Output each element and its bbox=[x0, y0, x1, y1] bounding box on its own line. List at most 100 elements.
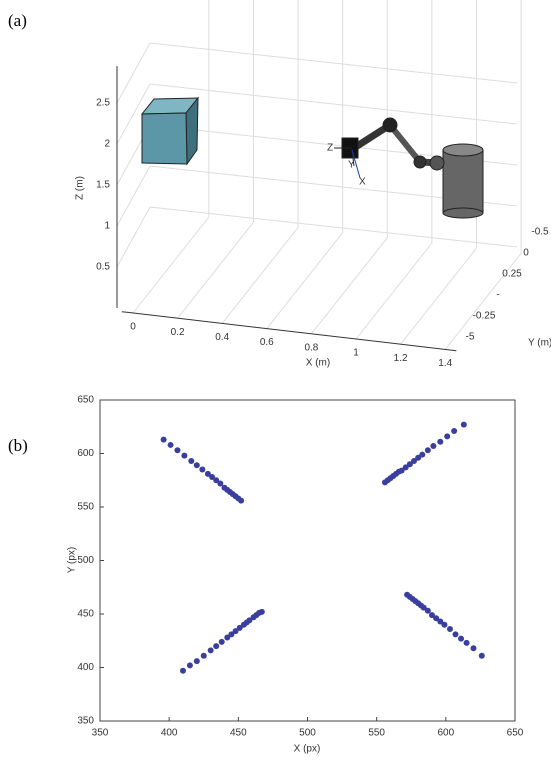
point bbox=[470, 645, 477, 652]
cylinder bbox=[442, 143, 484, 219]
point bbox=[433, 615, 440, 622]
point bbox=[406, 461, 413, 468]
grid-line bbox=[149, 206, 518, 248]
point bbox=[174, 447, 181, 454]
point bbox=[441, 621, 448, 628]
point bbox=[452, 631, 459, 638]
x-tick-label: 0.4 bbox=[215, 332, 229, 343]
y-tick-label: 350 bbox=[77, 716, 94, 727]
z-tick-label: 1 bbox=[104, 221, 110, 232]
point bbox=[232, 628, 239, 635]
grid-line bbox=[221, 227, 299, 324]
grid-line bbox=[177, 221, 254, 319]
y-tick-label: 450 bbox=[77, 609, 94, 620]
point bbox=[411, 457, 418, 464]
x-tick-label: 0.6 bbox=[260, 337, 274, 348]
x-tick-label: 450 bbox=[230, 728, 247, 739]
point bbox=[167, 441, 174, 448]
panel-label: (a) bbox=[8, 11, 27, 30]
grid-line bbox=[116, 42, 151, 104]
x-tick-label: 1.2 bbox=[394, 353, 408, 364]
point bbox=[199, 466, 206, 473]
x-axis bbox=[121, 311, 457, 352]
point bbox=[446, 625, 453, 632]
z-tick-label: 2.5 bbox=[96, 98, 110, 109]
point bbox=[460, 421, 467, 428]
grid-line bbox=[355, 242, 433, 340]
point bbox=[478, 652, 485, 659]
point bbox=[402, 464, 409, 471]
point bbox=[213, 643, 220, 650]
frame-label: Y bbox=[348, 160, 355, 171]
point bbox=[424, 447, 431, 454]
point bbox=[437, 618, 444, 625]
frame-label: Z bbox=[327, 143, 333, 154]
point bbox=[420, 604, 427, 611]
point bbox=[188, 457, 195, 464]
x-tick-label: 500 bbox=[299, 728, 316, 739]
grid-line bbox=[149, 83, 518, 125]
point bbox=[218, 638, 225, 645]
point bbox=[429, 612, 435, 619]
x-tick-label: 550 bbox=[368, 728, 385, 739]
point bbox=[246, 617, 253, 624]
grid-line bbox=[116, 165, 151, 227]
point bbox=[181, 452, 188, 459]
plot-frame bbox=[99, 399, 516, 722]
point bbox=[186, 662, 193, 669]
point bbox=[238, 497, 245, 504]
x-axis-label: X (px) bbox=[294, 744, 321, 755]
x-tick-label: 650 bbox=[507, 728, 524, 739]
y-tick-label: -0.5 bbox=[531, 227, 549, 238]
grid-line bbox=[266, 232, 344, 329]
grid-line bbox=[116, 83, 151, 145]
point bbox=[458, 635, 465, 642]
y-tick-label: 500 bbox=[77, 555, 94, 566]
point bbox=[258, 608, 265, 615]
y-tick-label: 650 bbox=[77, 395, 94, 406]
point bbox=[204, 470, 211, 477]
x-tick-label: 0 bbox=[130, 322, 136, 333]
x-tick-label: 400 bbox=[161, 728, 178, 739]
z-tick-label: 2 bbox=[104, 139, 110, 150]
y-tick-label: 400 bbox=[77, 662, 94, 673]
point bbox=[415, 454, 422, 461]
grid-line bbox=[444, 253, 522, 350]
z-axis-label: Z (m) bbox=[75, 176, 86, 200]
grid-line bbox=[116, 206, 151, 268]
frame-label: X bbox=[359, 177, 366, 188]
z-tick-label: 0.5 bbox=[96, 262, 110, 273]
point bbox=[430, 443, 437, 450]
y-tick-label: 600 bbox=[77, 448, 94, 459]
panel-label: (b) bbox=[8, 436, 28, 455]
point bbox=[236, 624, 243, 631]
point bbox=[451, 428, 458, 435]
point bbox=[160, 436, 167, 443]
grid-line bbox=[311, 237, 388, 335]
x-tick-label: 0.2 bbox=[171, 327, 185, 338]
y-tick-label: - bbox=[496, 290, 499, 301]
y-tick-label: -0.25 bbox=[473, 311, 496, 322]
x-tick-label: 600 bbox=[437, 728, 454, 739]
robot-arm bbox=[334, 117, 445, 179]
y-tick-label: 0.25 bbox=[502, 269, 522, 280]
x-tick-label: 1.4 bbox=[438, 358, 452, 369]
z-tick-label: 1.5 bbox=[96, 180, 110, 191]
point bbox=[444, 433, 451, 440]
x-tick-label: 350 bbox=[92, 728, 109, 739]
y-tick-label: 0 bbox=[523, 248, 529, 259]
point bbox=[228, 631, 235, 638]
point bbox=[209, 474, 216, 481]
x-tick-label: 0.8 bbox=[304, 342, 318, 353]
point bbox=[217, 480, 224, 487]
x-axis-label: X (m) bbox=[306, 358, 330, 369]
point bbox=[207, 647, 214, 654]
grid-line bbox=[132, 216, 210, 314]
point bbox=[180, 667, 186, 674]
point bbox=[224, 634, 231, 641]
y-tick-label: -5 bbox=[466, 332, 475, 343]
grid-line bbox=[400, 247, 477, 345]
point bbox=[193, 658, 200, 665]
cube bbox=[140, 96, 200, 166]
